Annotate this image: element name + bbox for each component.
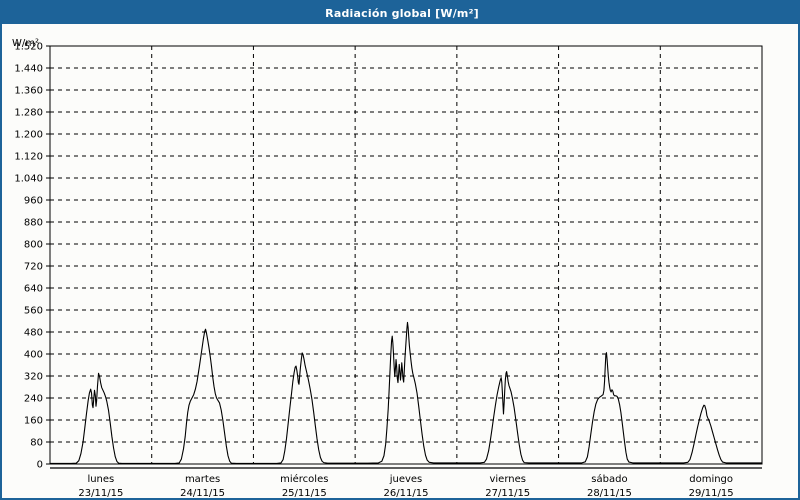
y-tick-label: 560: [24, 306, 43, 317]
page-title: Radiación global [W/m²]: [325, 6, 479, 20]
y-tick-label: 1.360: [14, 86, 43, 97]
x-tick-date-label: 27/11/15: [485, 488, 530, 498]
x-tick-day-label: domingo: [689, 474, 733, 485]
y-tick-label: 640: [24, 284, 43, 295]
x-tick-day-label: lunes: [87, 474, 114, 485]
series-line-radiacion-global: [49, 321, 763, 465]
radiation-line-chart: 0 80 160 240 320 400 480 560 640 720 800 880 960 1.04…: [12, 38, 763, 498]
x-tick-day-label: sábado: [591, 473, 627, 485]
radiation-series-line: [49, 321, 763, 465]
y-tick-label: 1.520: [14, 42, 43, 53]
y-tick-label: 480: [24, 328, 43, 339]
x-tick-day-label: martes: [185, 474, 220, 485]
y-tick-label: 80: [30, 438, 43, 449]
y-tick-label: 0: [37, 460, 43, 471]
x-axis-tick-labels: lunes 23/11/15 martes 24/11/15 miércoles 25/1…: [78, 473, 733, 498]
y-axis-unit-label: W/m²: [12, 38, 39, 49]
x-tick-date-label: 23/11/15: [78, 488, 123, 498]
x-tick-day-label: jueves: [389, 474, 423, 485]
y-tick-label: 1.120: [14, 152, 43, 163]
y-tick-label: 1.040: [14, 174, 43, 185]
y-tick-label: 880: [24, 218, 43, 229]
x-tick-date-label: 26/11/15: [384, 488, 429, 498]
chart-plot-container: 0 80 160 240 320 400 480 560 640 720 800 880 960 1.04…: [2, 24, 798, 498]
y-tick-label: 960: [24, 196, 43, 207]
y-tick-label: 720: [24, 262, 43, 273]
y-tick-label: 1.280: [14, 108, 43, 119]
y-tick-label: 1.200: [14, 130, 43, 141]
grid-lines: [50, 45, 762, 443]
y-tick-label: 240: [24, 394, 43, 405]
x-tick-day-label: viernes: [489, 474, 525, 485]
x-tick-date-label: 29/11/15: [689, 488, 734, 498]
y-axis-tick-labels: 0 80 160 240 320 400 480 560 640 720 800 880 960 1.04…: [14, 42, 43, 471]
plot-frame: [49, 45, 763, 469]
x-tick-date-label: 25/11/15: [282, 488, 327, 498]
y-tick-label: 1.440: [14, 64, 43, 75]
x-tick-date-label: 28/11/15: [587, 488, 632, 498]
x-tick-day-label: miércoles: [280, 473, 328, 485]
y-tick-label: 160: [24, 416, 43, 427]
y-tick-label: 800: [24, 240, 43, 251]
y-axis-tick-marks: [46, 45, 50, 465]
y-tick-label: 400: [24, 350, 43, 361]
title-bar: Radiación global [W/m²]: [2, 2, 798, 24]
day-separator-lines: [151, 46, 661, 464]
x-tick-date-label: 24/11/15: [180, 488, 225, 498]
y-tick-label: 320: [24, 372, 43, 383]
plot-border: [49, 45, 763, 465]
